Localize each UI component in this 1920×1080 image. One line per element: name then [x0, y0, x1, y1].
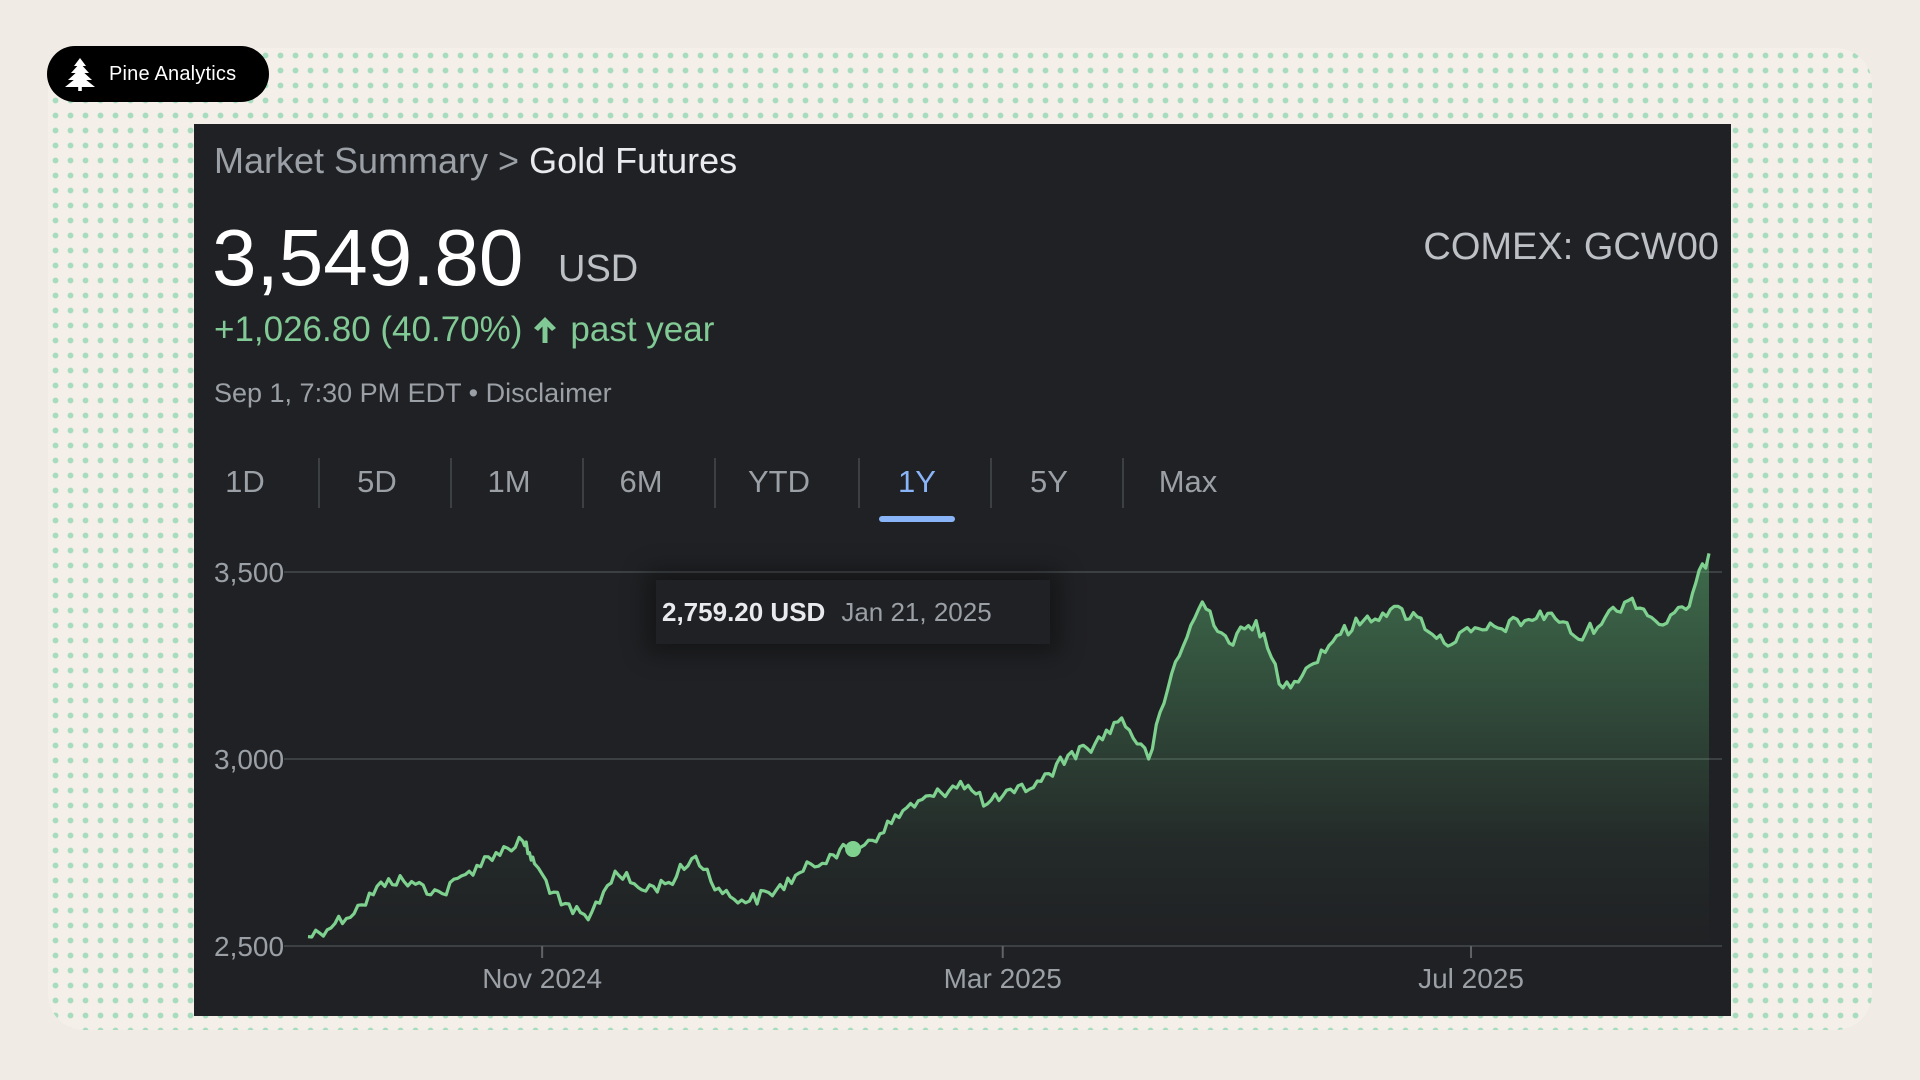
bullet-separator: •	[468, 378, 479, 408]
chart-tooltip: 2,759.20 USD Jan 21, 2025	[656, 580, 1050, 644]
tab-5d[interactable]: 5D	[357, 464, 397, 499]
tab-1d[interactable]: 1D	[225, 464, 265, 499]
y-tick-label: 3,000	[214, 744, 284, 775]
price-chart[interactable]: 2,500 3,000 3,500 Nov 2024 Mar 2025 Jul 2025	[194, 124, 1731, 1016]
tab-divider	[858, 458, 860, 508]
tab-6m[interactable]: 6M	[619, 464, 663, 499]
brand-name: Pine Analytics	[109, 62, 237, 85]
tab-max[interactable]: Max	[1158, 464, 1218, 499]
tab-1m[interactable]: 1M	[487, 464, 531, 499]
breadcrumb-separator: >	[498, 140, 520, 181]
x-tick-label: Mar 2025	[944, 963, 1062, 994]
x-tick-label: Jul 2025	[1418, 963, 1524, 994]
tab-divider	[714, 458, 716, 508]
brand-pill: Pine Analytics	[47, 46, 269, 102]
change-amount: +1,026.80 (40.70%)	[214, 310, 523, 349]
current-price: 3,549.80	[212, 213, 524, 302]
price-area	[308, 553, 1709, 946]
x-tick-label: Nov 2024	[482, 963, 602, 994]
change-period: past year	[570, 310, 715, 349]
tooltip-value: 2,759.20 USD	[662, 596, 826, 627]
tooltip-date: Jan 21, 2025	[841, 596, 992, 627]
tab-divider	[318, 458, 320, 508]
exchange-ticker: COMEX: GCW00	[1423, 226, 1719, 268]
price-currency: USD	[558, 248, 639, 290]
tab-divider	[450, 458, 452, 508]
quote-timestamp: Sep 1, 7:30 PM EDT	[214, 378, 462, 408]
price-line	[307, 553, 1711, 939]
pine-tree-icon	[65, 58, 95, 91]
tab-divider	[1122, 458, 1124, 508]
tab-divider	[990, 458, 992, 508]
price-change: +1,026.80 (40.70%) past year	[214, 310, 714, 350]
disclaimer-link[interactable]: Disclaimer	[485, 378, 612, 408]
quote-timestamp-line: Sep 1, 7:30 PM EDT • Disclaimer	[214, 378, 612, 409]
y-tick-label: 3,500	[214, 557, 284, 588]
arrow-up-icon	[534, 317, 557, 343]
hover-marker	[845, 841, 862, 858]
breadcrumb-current: Gold Futures	[529, 140, 738, 181]
range-tabs: 1D 5D 1M 6M YTD 1Y 5Y Max	[194, 452, 1294, 512]
tab-1y[interactable]: 1Y	[882, 452, 952, 512]
market-summary-card: Market Summary > Gold Futures 3,549.80 USD…	[194, 124, 1731, 1016]
breadcrumb: Market Summary > Gold Futures	[214, 140, 737, 182]
tab-ytd[interactable]: YTD	[748, 464, 810, 499]
tab-5y[interactable]: 5Y	[1030, 464, 1068, 499]
tab-divider	[582, 458, 584, 508]
y-tick-label: 2,500	[214, 931, 284, 962]
breadcrumb-parent[interactable]: Market Summary	[214, 140, 489, 181]
